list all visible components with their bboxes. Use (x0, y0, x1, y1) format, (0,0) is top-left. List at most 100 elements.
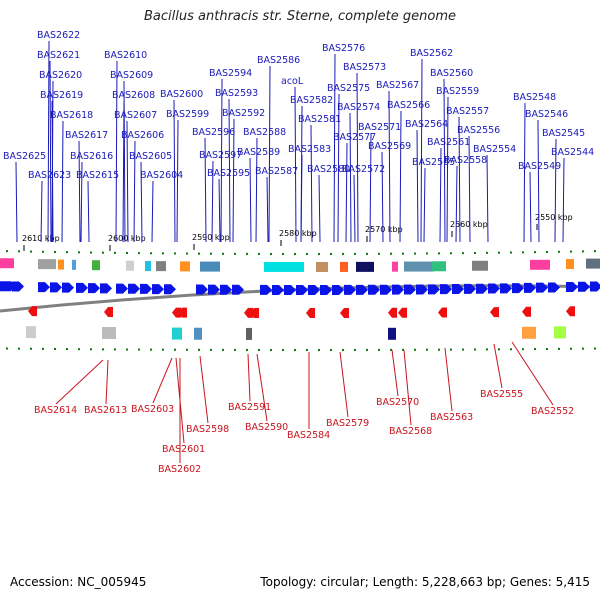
forward-gene-arrow[interactable] (548, 282, 560, 293)
forward-gene-arrow[interactable] (440, 284, 452, 295)
forward-gene-arrow[interactable] (380, 284, 392, 295)
gene-label-BAS2608[interactable]: BAS2608 (112, 90, 155, 101)
gene-label-BAS2573[interactable]: BAS2573 (343, 62, 386, 73)
reverse-gene-arrow[interactable] (340, 307, 349, 318)
forward-gene-arrow[interactable] (232, 284, 244, 295)
forward-gene-arrow[interactable] (464, 283, 476, 294)
gene-label-BAS2621[interactable]: BAS2621 (37, 50, 80, 61)
reverse-gene-arrow[interactable] (28, 306, 37, 317)
forward-gene-arrow[interactable] (476, 283, 488, 294)
forward-gene-arrow[interactable] (152, 284, 164, 295)
gene-label-BAS2561[interactable]: BAS2561 (427, 137, 470, 148)
gene-label-BAS2563[interactable]: BAS2563 (430, 412, 473, 423)
gene-label-BAS2598[interactable]: BAS2598 (186, 424, 229, 435)
gene-label-BAS2549[interactable]: BAS2549 (518, 161, 561, 172)
gene-label-BAS2583[interactable]: BAS2583 (288, 144, 331, 155)
gene-label-BAS2554[interactable]: BAS2554 (473, 144, 516, 155)
gene-label-BAS2606[interactable]: BAS2606 (121, 130, 164, 141)
gene-label-BAS2576[interactable]: BAS2576 (322, 43, 365, 54)
forward-gene-arrow[interactable] (332, 284, 344, 295)
forward-gene-arrow[interactable] (220, 284, 232, 295)
gene-label-BAS2617[interactable]: BAS2617 (65, 130, 108, 141)
gene-label-BAS2614[interactable]: BAS2614 (34, 405, 77, 416)
forward-gene-arrow[interactable] (116, 283, 128, 294)
gene-label-BAS2599[interactable]: BAS2599 (166, 109, 209, 120)
forward-gene-arrow[interactable] (428, 284, 440, 295)
reverse-gene-arrow[interactable] (250, 307, 259, 318)
reverse-gene-arrow[interactable] (306, 307, 315, 318)
gene-label-BAS2625[interactable]: BAS2625 (3, 151, 46, 162)
gene-label-BAS2589[interactable]: BAS2589 (237, 147, 280, 158)
forward-gene-arrow[interactable] (578, 281, 590, 292)
gene-label-BAS2609[interactable]: BAS2609 (110, 70, 153, 81)
forward-gene-arrow[interactable] (76, 282, 88, 293)
gene-label-BAS2592[interactable]: BAS2592 (222, 108, 265, 119)
gene-label-BAS2580[interactable]: BAS2580 (307, 164, 350, 175)
gene-label-BAS2602[interactable]: BAS2602 (158, 464, 201, 475)
gene-label-BAS2555[interactable]: BAS2555 (480, 389, 523, 400)
gene-label-BAS2557[interactable]: BAS2557 (446, 106, 489, 117)
forward-gene-arrow[interactable] (488, 283, 500, 294)
gene-label-BAS2567[interactable]: BAS2567 (376, 80, 419, 91)
reverse-gene-arrow[interactable] (244, 307, 253, 318)
reverse-gene-arrow[interactable] (172, 307, 181, 318)
reverse-gene-arrow[interactable] (490, 307, 499, 318)
gene-label-BAS2568[interactable]: BAS2568 (389, 426, 432, 437)
reverse-gene-arrow[interactable] (178, 307, 187, 318)
forward-gene-arrow[interactable] (296, 284, 308, 295)
gene-label-BAS2581[interactable]: BAS2581 (298, 114, 341, 125)
forward-gene-arrow[interactable] (452, 284, 464, 295)
gene-label-BAS2566[interactable]: BAS2566 (387, 100, 430, 111)
forward-gene-arrow[interactable] (320, 284, 332, 295)
gene-label-BAS2582[interactable]: BAS2582 (290, 95, 333, 106)
forward-gene-arrow[interactable] (260, 284, 272, 295)
forward-gene-arrow[interactable] (100, 283, 112, 294)
gene-label-BAS2577[interactable]: BAS2577 (333, 132, 376, 143)
reverse-gene-arrow[interactable] (566, 306, 575, 317)
forward-gene-arrow[interactable] (512, 283, 524, 294)
gene-label-BAS2620[interactable]: BAS2620 (39, 70, 82, 81)
gene-label-BAS2601[interactable]: BAS2601 (162, 444, 205, 455)
gene-label-BAS2552[interactable]: BAS2552 (531, 406, 574, 417)
gene-label-BAS2546[interactable]: BAS2546 (525, 109, 568, 120)
gene-label-BAS2558[interactable]: BAS2558 (444, 155, 487, 166)
gene-label-BAS2623[interactable]: BAS2623 (28, 170, 71, 181)
gene-label-BAS2596[interactable]: BAS2596 (192, 127, 235, 138)
forward-gene-arrow[interactable] (416, 284, 428, 295)
forward-gene-arrow[interactable] (128, 283, 140, 294)
gene-label-BAS2560[interactable]: BAS2560 (430, 68, 473, 79)
gene-label-BAS2570[interactable]: BAS2570 (376, 397, 419, 408)
gene-label-BAS2556[interactable]: BAS2556 (457, 125, 500, 136)
forward-gene-arrow[interactable] (88, 283, 100, 294)
forward-gene-arrow[interactable] (12, 281, 24, 292)
reverse-gene-arrow[interactable] (522, 306, 531, 317)
gene-label-BAS2572[interactable]: BAS2572 (342, 164, 385, 175)
forward-gene-arrow[interactable] (208, 284, 220, 295)
forward-gene-arrow[interactable] (368, 284, 380, 295)
gene-label-BAS2544[interactable]: BAS2544 (551, 147, 594, 158)
gene-label-BAS2571[interactable]: BAS2571 (358, 122, 401, 133)
forward-gene-arrow[interactable] (308, 284, 320, 295)
forward-gene-arrow[interactable] (50, 282, 62, 293)
forward-gene-arrow[interactable] (392, 284, 404, 295)
forward-gene-arrow[interactable] (140, 283, 152, 294)
reverse-gene-arrow[interactable] (438, 307, 447, 318)
gene-label-BAS2619[interactable]: BAS2619 (40, 90, 83, 101)
forward-gene-arrow[interactable] (62, 282, 74, 293)
gene-label-BAS2575[interactable]: BAS2575 (327, 83, 370, 94)
gene-label-BAS2574[interactable]: BAS2574 (337, 102, 380, 113)
reverse-gene-arrow[interactable] (398, 307, 407, 318)
forward-gene-arrow[interactable] (536, 282, 548, 293)
gene-label-BAS2565[interactable]: BAS2565 (412, 157, 455, 168)
gene-label-BAS2597[interactable]: BAS2597 (199, 150, 242, 161)
forward-gene-arrow[interactable] (356, 284, 368, 295)
gene-label-BAS2548[interactable]: BAS2548 (513, 92, 556, 103)
gene-label-BAS2588[interactable]: BAS2588 (243, 127, 286, 138)
gene-label-BAS2616[interactable]: BAS2616 (70, 151, 113, 162)
gene-label-BAS2545[interactable]: BAS2545 (542, 128, 585, 139)
gene-label-BAS2615[interactable]: BAS2615 (76, 170, 119, 181)
forward-gene-arrow[interactable] (344, 284, 356, 295)
gene-label-BAS2590[interactable]: BAS2590 (245, 422, 288, 433)
gene-label-BAS2604[interactable]: BAS2604 (140, 170, 183, 181)
gene-label-BAS2559[interactable]: BAS2559 (436, 86, 479, 97)
